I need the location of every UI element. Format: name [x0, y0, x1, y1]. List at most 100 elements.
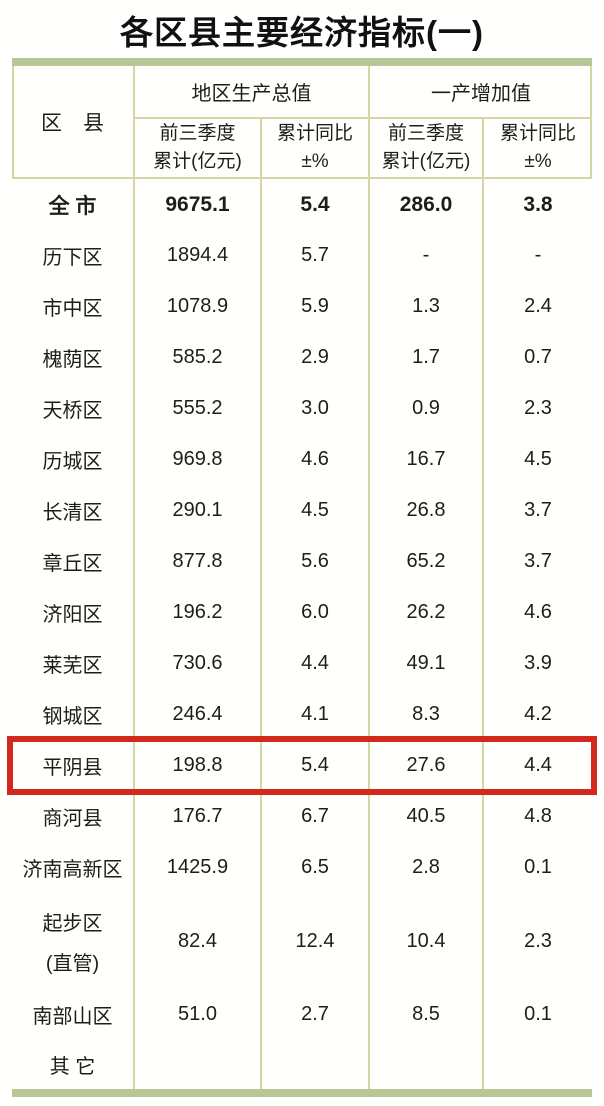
row-label-line1: 全 市: [48, 194, 97, 218]
cell-primary-cumulative: 26.8: [368, 485, 482, 536]
cell-gdp-cumulative: 730.6: [172, 652, 223, 674]
table-row: 天桥区 555.2 3.0 0.9 2.3: [12, 383, 592, 434]
row-label-line1: 济阳区: [42, 604, 103, 626]
cell-gdp-cumulative: 176.7: [172, 805, 223, 827]
row-label: 其 它: [12, 1040, 135, 1089]
cell-gdp-cumulative: 877.8: [172, 550, 223, 572]
cell-primary-yoy: 0.1: [482, 842, 592, 893]
table-header: 区 县 地区生产总值 一产增加值 前三季度 累计(亿元) 累计同比 ±% 前三季…: [12, 66, 592, 179]
col-header-primary-cumulative: 前三季度 累计(亿元): [368, 119, 482, 177]
table-row: 平阴县 198.8 5.4 27.6 4.4: [12, 740, 592, 791]
row-label-line1: 市中区: [42, 298, 103, 320]
cell-primary-yoy: 3.8: [482, 179, 592, 230]
row-label: 槐荫区: [12, 332, 135, 383]
bottom-accent-bar: [12, 1089, 592, 1097]
cell-gdp-yoy: 6.0: [260, 587, 368, 638]
cell-gdp-cumulative: 1894.4: [166, 244, 229, 266]
row-label-line1: 起步区: [42, 912, 103, 935]
row-label: 长清区: [12, 485, 135, 536]
cell-primary-cumulative: 2.8: [368, 842, 482, 893]
cell-gdp-yoy: 6.5: [260, 842, 368, 893]
subheader-line2: ±%: [301, 151, 329, 172]
row-label: 市中区: [12, 281, 135, 332]
table-row: 历下区 1894.4 5.7 - -: [12, 230, 592, 281]
cell-gdp-yoy: 5.4: [260, 179, 368, 230]
cell-primary-cumulative: 27.6: [368, 740, 482, 791]
row-label-line1: 章丘区: [42, 553, 103, 575]
row-label: 济南高新区: [12, 842, 135, 893]
cell-primary-yoy: [482, 1040, 592, 1089]
table-row: 历城区 969.8 4.6 16.7 4.5: [12, 434, 592, 485]
cell-primary-yoy: 4.4: [482, 740, 592, 791]
cell-primary-cumulative: 40.5: [368, 791, 482, 842]
cell-gdp-cumulative: [135, 1040, 260, 1089]
row-label: 平阴县: [12, 740, 135, 791]
cell-primary-cumulative: 1.7: [368, 332, 482, 383]
col-group-primary-industry: 一产增加值: [368, 66, 592, 119]
cell-primary-cumulative: 10.4: [368, 893, 482, 989]
table-row: 全 市 9675.1 5.4 286.0 3.8: [12, 179, 592, 230]
table-row: 其 它: [12, 1040, 592, 1089]
cell-gdp-cumulative: 246.4: [172, 703, 223, 725]
table-row: 长清区 290.1 4.5 26.8 3.7: [12, 485, 592, 536]
row-label: 济阳区: [12, 587, 135, 638]
subheader-line1: 前三季度: [159, 123, 236, 145]
subheader-line2: ±%: [524, 151, 552, 172]
cell-gdp-cumulative: 969.8: [172, 448, 223, 470]
cell-gdp-yoy: 4.1: [260, 689, 368, 740]
cell-primary-cumulative: 0.9: [368, 383, 482, 434]
row-label: 起步区 (直管): [12, 893, 135, 989]
cell-primary-cumulative: -: [368, 230, 482, 281]
row-label-line1: 槐荫区: [42, 349, 103, 371]
indicators-table: 区 县 地区生产总值 一产增加值 前三季度 累计(亿元) 累计同比 ±% 前三季…: [7, 58, 597, 1097]
cell-primary-yoy: 3.9: [482, 638, 592, 689]
cell-gdp-cumulative: 1425.9: [166, 856, 229, 878]
row-label-line1: 天桥区: [42, 400, 103, 422]
cell-primary-cumulative: 8.3: [368, 689, 482, 740]
cell-gdp-cumulative: 9675.1: [165, 192, 230, 216]
subheader-line1: 累计同比: [499, 123, 576, 145]
cell-primary-yoy: 2.3: [482, 383, 592, 434]
cell-gdp-cumulative: 585.2: [172, 346, 223, 368]
row-label-line2: (直管): [45, 952, 100, 975]
table-row: 商河县 176.7 6.7 40.5 4.8: [12, 791, 592, 842]
cell-gdp-yoy: 4.6: [260, 434, 368, 485]
cell-primary-yoy: 3.7: [482, 536, 592, 587]
subheader-line2: 累计(亿元): [153, 151, 242, 172]
cell-gdp-cumulative: 555.2: [172, 397, 223, 419]
cell-gdp-yoy: 5.9: [260, 281, 368, 332]
table-row: 南部山区 51.0 2.7 8.5 0.1: [12, 989, 592, 1040]
table-row: 市中区 1078.9 5.9 1.3 2.4: [12, 281, 592, 332]
col-header-primary-yoy: 累计同比 ±%: [482, 119, 592, 177]
row-label: 南部山区: [12, 989, 135, 1040]
table-body: 全 市 9675.1 5.4 286.0 3.8 历下区 1894.4 5.7 …: [7, 179, 597, 1089]
cell-gdp-yoy: 6.7: [260, 791, 368, 842]
cell-gdp-yoy: 4.4: [260, 638, 368, 689]
cell-primary-yoy: 4.6: [482, 587, 592, 638]
cell-primary-yoy: 2.3: [482, 893, 592, 989]
row-label: 莱芜区: [12, 638, 135, 689]
cell-gdp-cumulative: 196.2: [172, 601, 223, 623]
subheader-line1: 累计同比: [276, 123, 353, 145]
row-label-line1: 历下区: [42, 247, 103, 269]
row-label: 全 市: [12, 179, 135, 230]
row-label-line1: 长清区: [42, 502, 103, 524]
row-label-line1: 钢城区: [42, 706, 103, 728]
cell-gdp-cumulative: 198.8: [172, 754, 223, 776]
page-title: 各区县主要经济指标(一): [120, 14, 484, 51]
cell-primary-cumulative: 16.7: [368, 434, 482, 485]
cell-primary-cumulative: 1.3: [368, 281, 482, 332]
cell-primary-cumulative: 286.0: [368, 179, 482, 230]
row-label-line1: 南部山区: [32, 1006, 113, 1028]
cell-gdp-yoy: 5.4: [260, 740, 368, 791]
cell-gdp-yoy: 2.7: [260, 989, 368, 1040]
row-label: 商河县: [12, 791, 135, 842]
row-label-line1: 莱芜区: [42, 655, 103, 677]
cell-primary-cumulative: 49.1: [368, 638, 482, 689]
cell-primary-yoy: 4.2: [482, 689, 592, 740]
cell-gdp-yoy: 2.9: [260, 332, 368, 383]
cell-gdp-yoy: 5.6: [260, 536, 368, 587]
cell-primary-yoy: 0.7: [482, 332, 592, 383]
row-label-line1: 济南高新区: [22, 859, 123, 881]
